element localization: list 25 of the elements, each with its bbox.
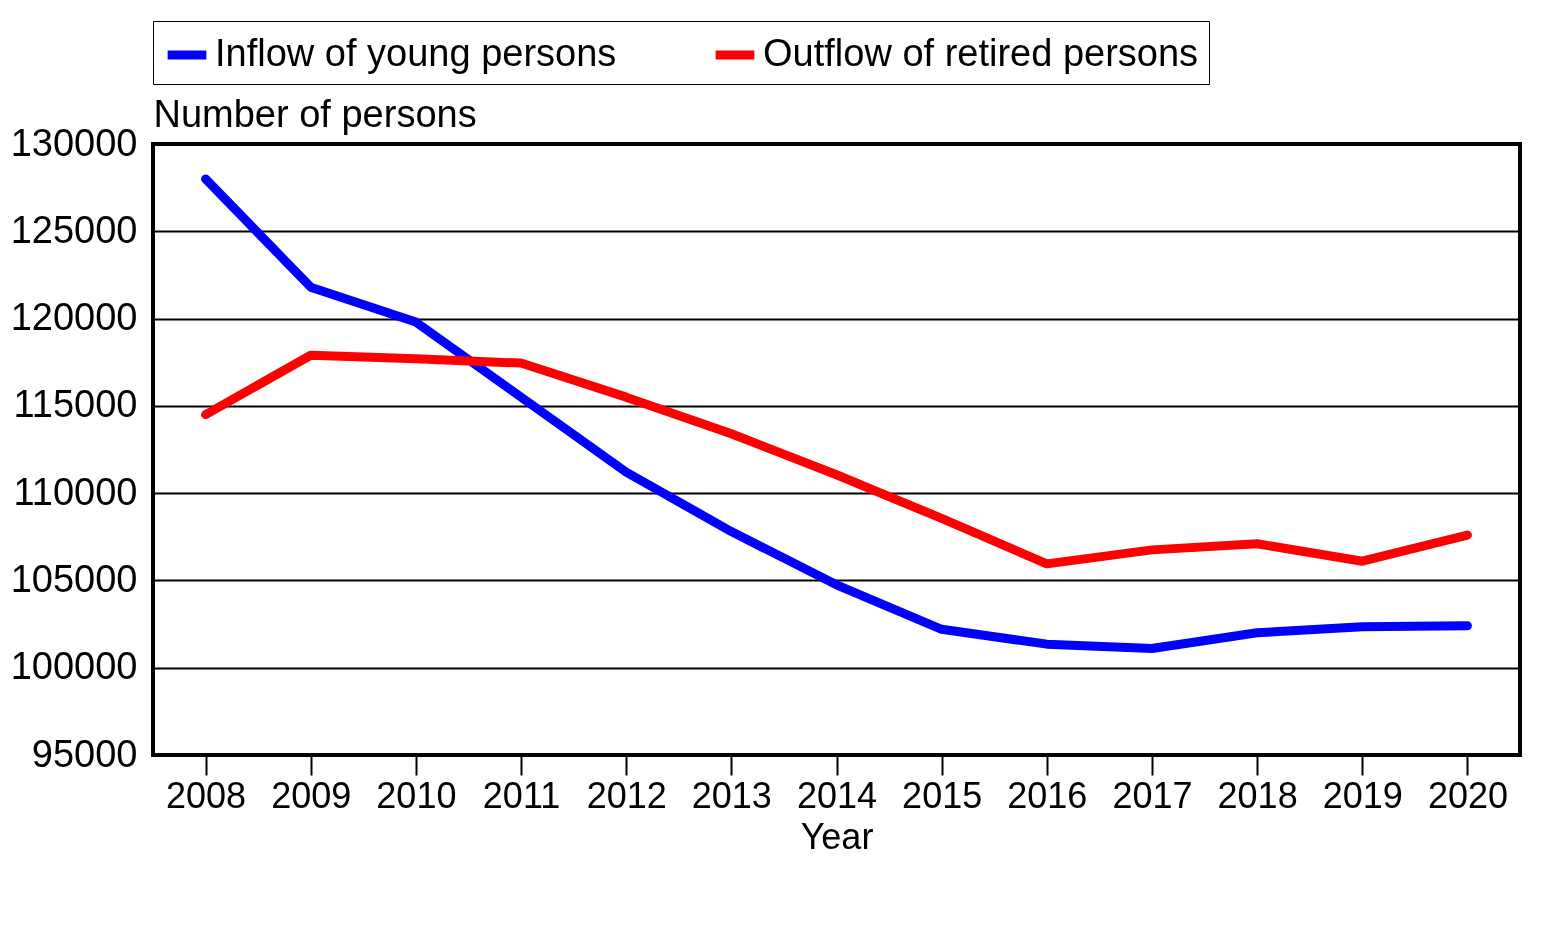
y-tick-label: 115000 [13, 383, 138, 426]
y-tick-label: 95000 [31, 732, 138, 775]
x-tick-label: 2013 [691, 774, 772, 816]
y-tick-label: 100000 [10, 645, 138, 688]
x-tick-label: 2011 [482, 774, 561, 816]
x-tick-label: 2012 [586, 774, 667, 816]
x-tick-label: 2015 [902, 774, 983, 816]
x-tick-label: 2018 [1217, 774, 1298, 816]
x-tick-label: 2010 [376, 774, 457, 816]
y-tick-label: 125000 [10, 208, 138, 251]
y-tick-label: 130000 [10, 121, 138, 164]
x-tick-label: 2020 [1427, 774, 1508, 816]
x-axis-title: Year [800, 815, 874, 857]
x-tick-label: 2017 [1112, 774, 1193, 816]
y-tick-label: 120000 [10, 296, 138, 339]
x-tick-label: 2009 [271, 774, 352, 816]
legend-label: Inflow of young persons [215, 32, 617, 74]
y-axis-title: Number of persons [153, 92, 477, 135]
x-tick-label: 2019 [1322, 774, 1403, 816]
x-tick-label: 2008 [166, 774, 247, 816]
y-tick-label: 105000 [10, 557, 138, 600]
y-tick-label: 110000 [13, 470, 138, 513]
x-tick-label: 2014 [796, 774, 878, 816]
legend-label: Outflow of retired persons [763, 32, 1199, 74]
x-tick-label: 2016 [1007, 774, 1088, 816]
